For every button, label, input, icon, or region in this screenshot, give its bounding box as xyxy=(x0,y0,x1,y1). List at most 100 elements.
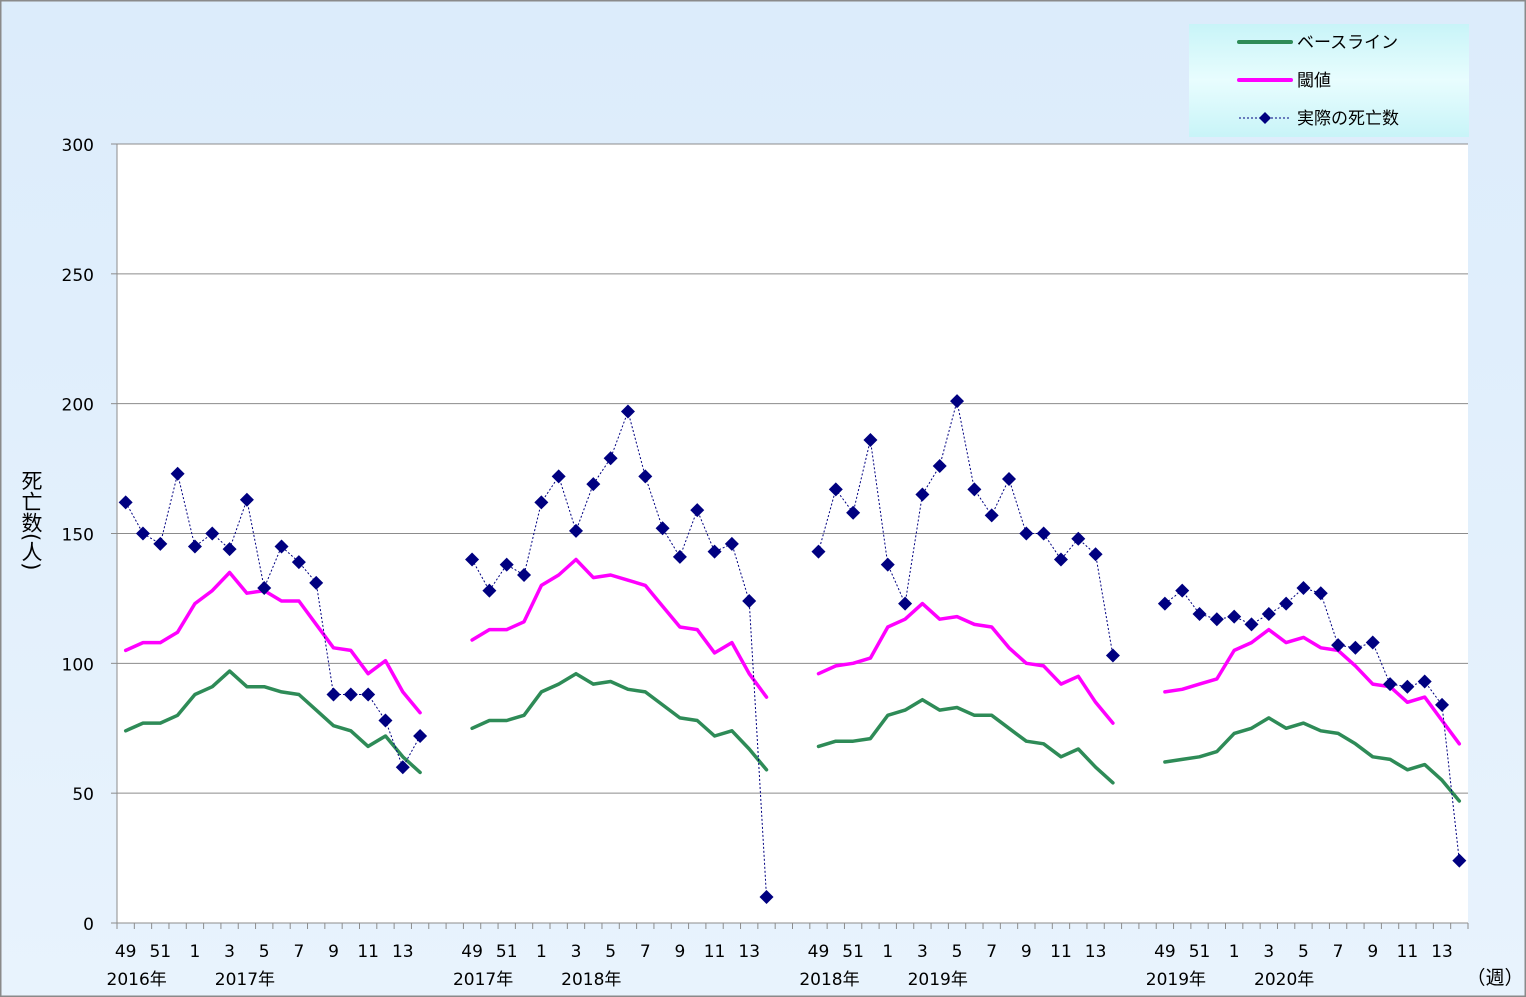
x-week-label: 7 xyxy=(293,942,304,962)
actual-marker xyxy=(187,539,202,554)
legend-label-threshold: 閾値 xyxy=(1297,71,1331,91)
actual-marker xyxy=(1417,674,1432,689)
actual-marker xyxy=(707,544,722,559)
x-week-label: 1 xyxy=(1229,942,1240,962)
x-week-label: 3 xyxy=(917,942,928,962)
x-year-label: 2017年 xyxy=(453,970,513,990)
actual-marker xyxy=(1383,677,1398,692)
actual-marker xyxy=(1435,697,1450,712)
actual-marker xyxy=(118,495,133,510)
actual-marker xyxy=(465,552,480,567)
x-week-label: 13 xyxy=(1085,942,1107,962)
y-tick-label: 250 xyxy=(62,266,94,286)
actual-marker xyxy=(1261,606,1276,621)
actual-marker xyxy=(932,458,947,473)
x-week-label: 49 xyxy=(808,942,830,962)
baseline-line xyxy=(123,669,422,775)
x-week-label: 11 xyxy=(1397,942,1419,962)
actual-marker xyxy=(724,536,739,551)
x-week-label: 13 xyxy=(1431,942,1453,962)
actual-marker xyxy=(135,526,150,541)
y-tick-label: 200 xyxy=(62,396,94,416)
actual-marker xyxy=(1348,640,1363,655)
actual-marker xyxy=(811,544,826,559)
actual-marker xyxy=(1002,471,1017,486)
x-week-label: 3 xyxy=(224,942,235,962)
x-week-label: 3 xyxy=(1263,942,1274,962)
legend-marker-actual xyxy=(1259,112,1271,124)
x-week-label: 13 xyxy=(738,942,760,962)
x-week-label: 11 xyxy=(1050,942,1072,962)
actual-line xyxy=(125,473,421,769)
actual-marker xyxy=(828,482,843,497)
actual-marker xyxy=(274,539,289,554)
actual-marker xyxy=(551,469,566,484)
actual-marker xyxy=(1365,635,1380,650)
actual-marker xyxy=(170,466,185,481)
actual-marker xyxy=(984,508,999,523)
x-week-label: 51 xyxy=(1189,942,1211,962)
actual-marker xyxy=(672,549,687,564)
x-year-label: 2019年 xyxy=(1146,970,1206,990)
actual-marker xyxy=(395,760,410,775)
actual-marker xyxy=(603,451,618,466)
actual-marker xyxy=(1071,531,1086,546)
actual-marker xyxy=(1313,586,1328,601)
x-week-label: 51 xyxy=(496,942,518,962)
y-tick-label: 50 xyxy=(72,785,94,805)
actual-marker xyxy=(257,581,272,596)
actual-marker xyxy=(326,687,341,702)
actual-marker xyxy=(1192,606,1207,621)
actual-marker xyxy=(239,492,254,507)
actual-marker xyxy=(1331,638,1346,653)
actual-marker xyxy=(1400,679,1415,694)
actual-marker xyxy=(880,557,895,572)
actual-marker xyxy=(499,557,514,572)
actual-marker xyxy=(846,505,861,520)
y-tick-label: 300 xyxy=(62,136,94,156)
actual-marker xyxy=(517,568,532,583)
baseline-line xyxy=(470,671,769,772)
actual-marker xyxy=(309,575,324,590)
x-year-label: 2020年 xyxy=(1254,970,1314,990)
x-axis-unit-label: （週） xyxy=(1466,967,1523,989)
legend-label-actual: 実際の死亡数 xyxy=(1297,109,1399,129)
actual-marker xyxy=(898,596,913,611)
actual-marker xyxy=(638,469,653,484)
actual-marker xyxy=(690,503,705,518)
x-year-label: 2018年 xyxy=(799,970,859,990)
x-week-label: 1 xyxy=(190,942,201,962)
actual-marker xyxy=(153,536,168,551)
threshold-line xyxy=(1163,627,1462,746)
x-week-label: 11 xyxy=(704,942,726,962)
actual-marker xyxy=(482,583,497,598)
x-week-label: 5 xyxy=(1298,942,1309,962)
threshold-line xyxy=(470,557,769,699)
threshold-line xyxy=(123,570,422,715)
baseline-line xyxy=(1163,716,1462,803)
x-week-label: 9 xyxy=(1367,942,1378,962)
actual-marker xyxy=(1053,552,1068,567)
actual-marker xyxy=(742,594,757,609)
threshold-line xyxy=(816,601,1115,725)
actual-marker xyxy=(915,487,930,502)
actual-marker xyxy=(222,542,237,557)
x-week-label: 7 xyxy=(640,942,651,962)
baseline-line xyxy=(816,697,1115,785)
x-week-label: 5 xyxy=(259,942,270,962)
actual-marker xyxy=(586,477,601,492)
x-week-label: 5 xyxy=(605,942,616,962)
y-axis-label: 死亡数(人) xyxy=(19,470,43,570)
actual-marker xyxy=(1279,596,1294,611)
x-year-label: 2018年 xyxy=(561,970,621,990)
x-week-label: 3 xyxy=(571,942,582,962)
x-week-label: 5 xyxy=(952,942,963,962)
y-tick-label: 100 xyxy=(62,655,94,675)
actual-marker xyxy=(1157,596,1172,611)
legend-box xyxy=(1189,24,1469,137)
x-week-label: 51 xyxy=(149,942,171,962)
y-tick-label: 0 xyxy=(83,915,94,935)
actual-marker xyxy=(1036,526,1051,541)
actual-marker xyxy=(1452,853,1467,868)
